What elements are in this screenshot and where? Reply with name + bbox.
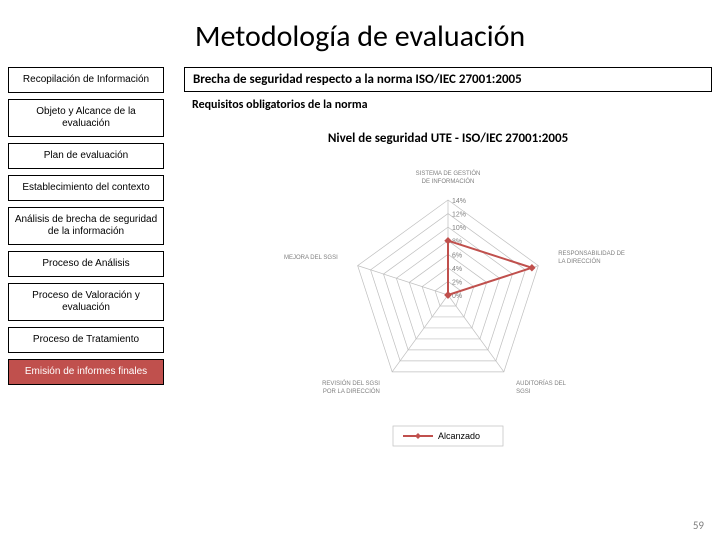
- svg-text:AUDITORÍAS DELSGSI: AUDITORÍAS DELSGSI: [516, 380, 567, 395]
- svg-text:6%: 6%: [452, 252, 462, 259]
- svg-text:2%: 2%: [452, 279, 462, 286]
- sidebar-step-5[interactable]: Proceso de Análisis: [8, 251, 164, 277]
- svg-text:4%: 4%: [452, 266, 462, 273]
- svg-text:REVISIÓN DEL SGSIPOR LA DIRECC: REVISIÓN DEL SGSIPOR LA DIRECCIÓN: [322, 380, 380, 395]
- sidebar-step-8[interactable]: Emisión de informes finales: [8, 359, 164, 385]
- sidebar-step-6[interactable]: Proceso de Valoración y evaluación: [8, 283, 164, 321]
- page-title: Metodología de evaluación: [0, 0, 720, 67]
- svg-text:RESPONSABILIDAD DELA DIRECCIÓN: RESPONSABILIDAD DELA DIRECCIÓN: [558, 251, 625, 265]
- sidebar-step-4[interactable]: Análisis de brecha de seguridad de la in…: [8, 207, 164, 245]
- svg-text:Alcanzado: Alcanzado: [438, 431, 480, 441]
- svg-text:10%: 10%: [452, 225, 466, 232]
- svg-text:12%: 12%: [452, 212, 466, 219]
- sidebar-step-1[interactable]: Objeto y Alcance de la evaluación: [8, 99, 164, 137]
- sidebar-step-7[interactable]: Proceso de Tratamiento: [8, 327, 164, 353]
- chart-container: Nivel de seguridad UTE - ISO/IEC 27001:2…: [184, 120, 712, 460]
- svg-text:14%: 14%: [452, 198, 466, 205]
- sidebar: Recopilación de Información Objeto y Alca…: [8, 67, 164, 460]
- svg-text:SISTEMA DE GESTIÓNDE INFORMACI: SISTEMA DE GESTIÓNDE INFORMACIÓN: [416, 170, 481, 185]
- main-content: Recopilación de Información Objeto y Alca…: [0, 67, 720, 460]
- svg-text:Nivel de seguridad UTE - ISO/I: Nivel de seguridad UTE - ISO/IEC 27001:2…: [328, 131, 568, 146]
- content-area: Brecha de seguridad respecto a la norma …: [164, 67, 712, 460]
- content-subheader: Requisitos obligatorios de la norma: [184, 96, 712, 120]
- sidebar-step-2[interactable]: Plan de evaluación: [8, 143, 164, 169]
- slide-number: 59: [693, 519, 704, 532]
- svg-text:MEJORA DEL SGSI: MEJORA DEL SGSI: [284, 255, 338, 261]
- sidebar-step-3[interactable]: Establecimiento del contexto: [8, 175, 164, 201]
- radar-chart: Nivel de seguridad UTE - ISO/IEC 27001:2…: [208, 120, 688, 460]
- content-header: Brecha de seguridad respecto a la norma …: [184, 67, 712, 92]
- sidebar-step-0[interactable]: Recopilación de Información: [8, 67, 164, 93]
